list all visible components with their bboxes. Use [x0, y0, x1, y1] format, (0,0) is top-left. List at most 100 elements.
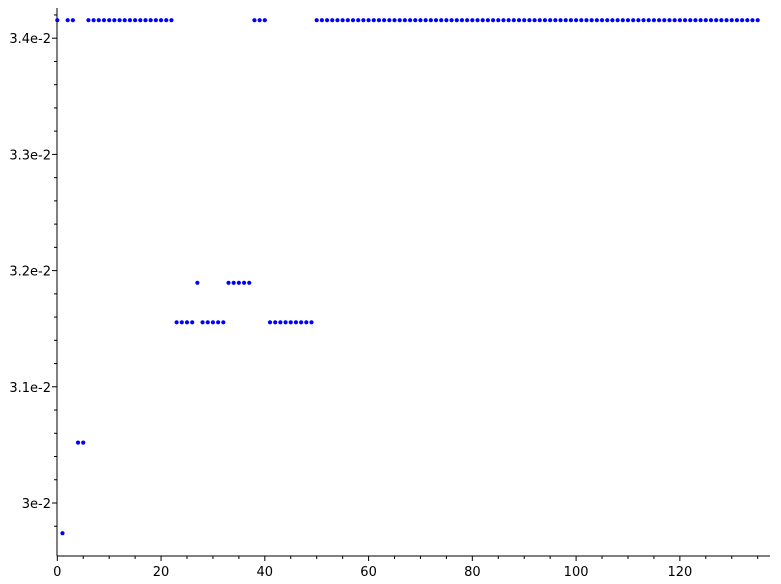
data-point — [423, 18, 428, 23]
data-point — [60, 531, 65, 536]
data-point — [708, 18, 714, 23]
y-tick-label: 3.4e-2 — [9, 32, 51, 47]
data-point — [740, 18, 745, 23]
data-point — [755, 18, 760, 23]
data-point — [563, 18, 568, 23]
data-point — [319, 18, 324, 23]
data-point — [283, 320, 288, 325]
data-point — [205, 320, 210, 325]
data-point — [164, 18, 169, 23]
data-point — [361, 18, 366, 23]
data-point — [278, 320, 283, 325]
data-point — [210, 320, 216, 325]
data-point — [439, 18, 444, 23]
data-point — [677, 18, 682, 23]
data-point — [299, 320, 304, 325]
data-point — [729, 18, 734, 23]
data-point — [589, 18, 594, 23]
data-point — [574, 18, 579, 23]
data-point — [324, 18, 330, 23]
data-point — [252, 18, 257, 23]
x-tick-label: 60 — [360, 565, 377, 580]
data-point — [231, 280, 236, 285]
data-point — [433, 18, 439, 23]
x-tick-label: 20 — [153, 565, 170, 580]
data-point — [459, 18, 465, 23]
data-point — [91, 18, 96, 23]
data-point — [273, 320, 278, 325]
data-point — [672, 18, 677, 23]
data-point — [703, 18, 708, 23]
data-point — [631, 18, 636, 23]
data-point — [190, 320, 195, 325]
data-point — [558, 18, 563, 23]
data-point — [444, 18, 449, 23]
data-point — [667, 18, 672, 23]
data-point — [548, 18, 553, 23]
data-point — [382, 18, 387, 23]
data-points — [55, 18, 760, 536]
data-point — [397, 18, 402, 23]
data-point — [465, 18, 470, 23]
data-point — [693, 18, 698, 23]
data-point — [413, 18, 418, 23]
data-point — [247, 280, 252, 285]
data-point — [641, 18, 646, 23]
data-point — [169, 18, 174, 23]
data-point — [480, 18, 485, 23]
data-point — [532, 18, 537, 23]
data-point — [537, 18, 542, 23]
data-point — [350, 18, 356, 23]
data-point — [625, 18, 631, 23]
data-point — [262, 18, 267, 23]
data-point — [682, 18, 688, 23]
data-point — [216, 320, 221, 325]
data-point — [314, 18, 319, 23]
data-point — [475, 18, 480, 23]
data-point — [117, 18, 122, 23]
data-point — [81, 440, 86, 445]
data-point — [75, 440, 81, 445]
data-point — [70, 18, 75, 23]
y-tick-label: 3.3e-2 — [9, 148, 51, 163]
data-point — [698, 18, 703, 23]
data-point — [657, 18, 662, 23]
y-axis: 3e-2 3.1e-2 3.2e-2 3.3e-2 3.4e-2 — [9, 8, 58, 556]
data-point — [127, 18, 133, 23]
data-point — [107, 18, 112, 23]
data-point — [366, 18, 371, 23]
data-point — [407, 18, 413, 23]
data-point — [719, 18, 724, 23]
data-point — [553, 18, 558, 23]
data-point — [226, 280, 231, 285]
data-point — [309, 320, 314, 325]
data-point — [610, 18, 615, 23]
data-point — [522, 18, 527, 23]
data-point — [133, 18, 138, 23]
data-point — [496, 18, 501, 23]
data-point — [122, 18, 127, 23]
data-point — [200, 320, 205, 325]
x-tick-label: 40 — [257, 565, 274, 580]
data-point — [174, 320, 179, 325]
data-point — [195, 280, 200, 285]
data-point — [527, 18, 532, 23]
data-point — [516, 18, 522, 23]
y-tick-label: 3e-2 — [22, 497, 51, 512]
data-point — [745, 18, 750, 23]
data-point — [418, 18, 423, 23]
data-point — [734, 18, 740, 23]
data-point — [241, 280, 247, 285]
data-point — [750, 18, 755, 23]
data-point — [584, 18, 589, 23]
data-point — [376, 18, 382, 23]
data-point — [402, 18, 407, 23]
data-point — [651, 18, 657, 23]
data-point — [511, 18, 516, 23]
data-point — [293, 320, 299, 325]
data-point — [143, 18, 148, 23]
data-point — [148, 18, 153, 23]
data-point — [340, 18, 345, 23]
x-tick-label: 120 — [667, 565, 692, 580]
data-point — [449, 18, 454, 23]
